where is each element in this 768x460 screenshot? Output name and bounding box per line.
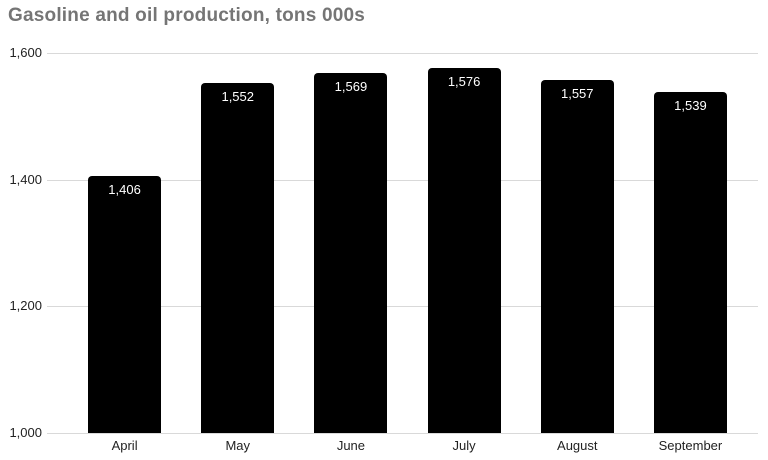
chart-title: Gasoline and oil production, tons 000s (8, 5, 366, 26)
x-tick-label: May (225, 438, 251, 453)
x-tick-label: July (452, 438, 476, 453)
bar-value-label: 1,552 (221, 89, 255, 105)
x-tick-label: September (658, 438, 723, 453)
x-tick-label: June (336, 438, 366, 453)
y-tick-label: 1,400 (9, 171, 42, 187)
bar-slot: 1,406 (68, 53, 181, 433)
gridline (47, 179, 758, 181)
y-tick-label: 1,200 (9, 298, 42, 314)
x-tick-label: August (557, 438, 598, 453)
x-axis-labels: April May June July August September (68, 438, 747, 453)
y-tick-label: 1,000 (9, 425, 42, 440)
bar-value-label: 1,576 (447, 74, 481, 90)
bar-value-label: 1,406 (108, 181, 141, 197)
plot-area: 1,406 1,552 1,569 1,576 1,557 1,539 (68, 53, 747, 433)
bar-august: 1,557 (540, 80, 614, 433)
bar-value-label: 1,539 (674, 97, 707, 113)
y-tick-label: 1,600 (9, 45, 42, 60)
bar-slot: 1,569 (294, 53, 407, 433)
bar-value-label: 1,569 (334, 78, 368, 94)
bar-slot: 1,576 (408, 53, 521, 433)
bar-slot: 1,539 (634, 53, 747, 433)
gridline (47, 53, 758, 54)
bar-june: 1,569 (314, 72, 388, 433)
bar-september: 1,539 (653, 91, 727, 433)
bar-may: 1,552 (201, 83, 275, 433)
gridline (47, 433, 758, 434)
gridline (47, 306, 758, 308)
bar-july: 1,576 (427, 68, 501, 433)
x-tick-label: April (111, 438, 138, 453)
bar-slot: 1,552 (181, 53, 294, 433)
bar-value-label: 1,557 (560, 86, 594, 102)
bar-slot: 1,557 (521, 53, 634, 433)
bar-april: 1,406 (88, 175, 162, 433)
